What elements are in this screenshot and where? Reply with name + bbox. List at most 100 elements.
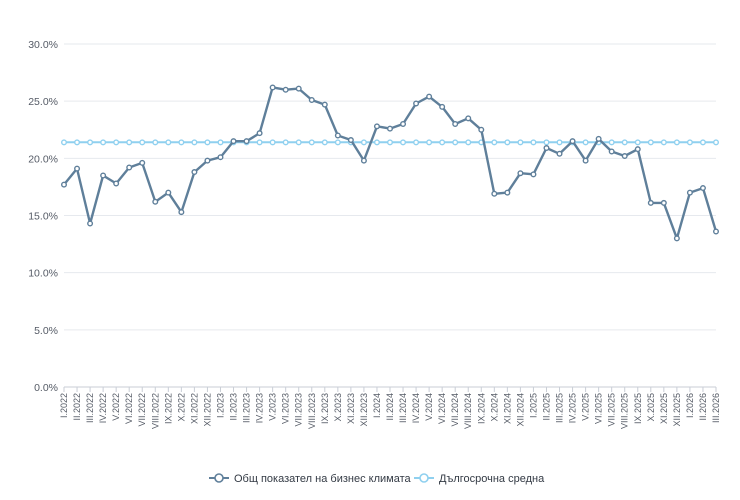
data-point-long-term-average[interactable] [660, 139, 667, 146]
data-point-business-climate[interactable] [74, 165, 81, 172]
data-point-long-term-average[interactable] [165, 139, 172, 146]
data-point-business-climate[interactable] [334, 132, 341, 139]
data-point-business-climate[interactable] [269, 84, 276, 91]
x-tick-label: VII.2024 [450, 393, 460, 427]
data-point-long-term-average[interactable] [87, 139, 94, 146]
data-point-business-climate[interactable] [204, 157, 211, 164]
data-point-business-climate[interactable] [61, 181, 68, 188]
data-point-long-term-average[interactable] [426, 139, 433, 146]
data-point-long-term-average[interactable] [713, 139, 720, 146]
data-point-long-term-average[interactable] [334, 139, 341, 146]
data-point-long-term-average[interactable] [452, 139, 459, 146]
data-point-long-term-average[interactable] [517, 139, 524, 146]
data-point-long-term-average[interactable] [465, 139, 472, 146]
data-point-business-climate[interactable] [452, 121, 459, 128]
data-point-business-climate[interactable] [582, 157, 589, 164]
data-point-long-term-average[interactable] [373, 139, 380, 146]
data-point-long-term-average[interactable] [621, 139, 628, 146]
data-point-business-climate[interactable] [178, 209, 185, 216]
data-point-business-climate[interactable] [360, 157, 367, 164]
data-point-long-term-average[interactable] [504, 139, 511, 146]
data-point-long-term-average[interactable] [113, 139, 120, 146]
data-point-business-climate[interactable] [243, 138, 250, 145]
data-point-long-term-average[interactable] [439, 139, 446, 146]
data-point-business-climate[interactable] [87, 220, 94, 227]
data-point-long-term-average[interactable] [543, 139, 550, 146]
data-point-long-term-average[interactable] [699, 139, 706, 146]
data-point-business-climate[interactable] [465, 115, 472, 122]
data-point-business-climate[interactable] [387, 125, 394, 132]
data-point-business-climate[interactable] [699, 185, 706, 192]
data-point-long-term-average[interactable] [191, 139, 198, 146]
data-point-long-term-average[interactable] [308, 139, 315, 146]
data-point-business-climate[interactable] [595, 135, 602, 142]
data-point-long-term-average[interactable] [139, 139, 146, 146]
data-point-long-term-average[interactable] [269, 139, 276, 146]
data-point-long-term-average[interactable] [634, 139, 641, 146]
data-point-long-term-average[interactable] [400, 139, 407, 146]
data-point-long-term-average[interactable] [530, 139, 537, 146]
y-tick-label: 0.0% [34, 382, 58, 394]
data-point-long-term-average[interactable] [413, 139, 420, 146]
data-point-business-climate[interactable] [126, 164, 133, 171]
data-point-long-term-average[interactable] [686, 139, 693, 146]
data-point-business-climate[interactable] [295, 85, 302, 92]
legend-item-long-term-average[interactable]: Дългосрочна средна [414, 473, 545, 485]
data-point-long-term-average[interactable] [204, 139, 211, 146]
data-point-business-climate[interactable] [530, 171, 537, 178]
data-point-long-term-average[interactable] [61, 139, 68, 146]
data-point-business-climate[interactable] [230, 138, 237, 145]
data-point-long-term-average[interactable] [360, 139, 367, 146]
data-point-business-climate[interactable] [347, 137, 354, 144]
data-point-long-term-average[interactable] [126, 139, 133, 146]
data-point-business-climate[interactable] [608, 148, 615, 155]
data-point-business-climate[interactable] [373, 123, 380, 130]
data-point-business-climate[interactable] [439, 103, 446, 110]
data-point-business-climate[interactable] [139, 159, 146, 166]
data-point-long-term-average[interactable] [387, 139, 394, 146]
data-point-long-term-average[interactable] [321, 139, 328, 146]
data-point-business-climate[interactable] [478, 126, 485, 133]
data-point-business-climate[interactable] [556, 150, 563, 157]
data-point-business-climate[interactable] [713, 228, 720, 235]
data-point-business-climate[interactable] [308, 97, 315, 104]
data-point-long-term-average[interactable] [582, 139, 589, 146]
data-point-business-climate[interactable] [504, 189, 511, 196]
data-point-long-term-average[interactable] [100, 139, 107, 146]
data-point-long-term-average[interactable] [673, 139, 680, 146]
data-point-long-term-average[interactable] [556, 139, 563, 146]
data-point-business-climate[interactable] [217, 154, 224, 161]
data-point-business-climate[interactable] [621, 153, 628, 160]
data-point-business-climate[interactable] [256, 130, 263, 137]
data-point-long-term-average[interactable] [282, 139, 289, 146]
data-point-long-term-average[interactable] [152, 139, 159, 146]
data-point-business-climate[interactable] [413, 100, 420, 107]
data-point-business-climate[interactable] [647, 199, 654, 206]
data-point-business-climate[interactable] [165, 189, 172, 196]
data-point-business-climate[interactable] [569, 138, 576, 145]
data-point-business-climate[interactable] [100, 172, 107, 179]
data-point-business-climate[interactable] [152, 198, 159, 205]
data-point-long-term-average[interactable] [491, 139, 498, 146]
data-point-business-climate[interactable] [321, 101, 328, 108]
data-point-business-climate[interactable] [543, 145, 550, 152]
data-point-business-climate[interactable] [686, 189, 693, 196]
data-point-business-climate[interactable] [400, 121, 407, 128]
data-point-long-term-average[interactable] [74, 139, 81, 146]
data-point-business-climate[interactable] [491, 190, 498, 197]
legend-item-business-climate[interactable]: Общ показател на бизнес климата [209, 473, 411, 485]
data-point-business-climate[interactable] [660, 199, 667, 206]
data-point-long-term-average[interactable] [647, 139, 654, 146]
data-point-business-climate[interactable] [673, 235, 680, 242]
data-point-long-term-average[interactable] [217, 139, 224, 146]
data-point-long-term-average[interactable] [608, 139, 615, 146]
data-point-business-climate[interactable] [517, 170, 524, 177]
data-point-business-climate[interactable] [191, 169, 198, 176]
data-point-business-climate[interactable] [113, 180, 120, 187]
data-point-long-term-average[interactable] [295, 139, 302, 146]
data-point-long-term-average[interactable] [178, 139, 185, 146]
data-point-long-term-average[interactable] [256, 139, 263, 146]
data-point-business-climate[interactable] [426, 93, 433, 100]
data-point-business-climate[interactable] [282, 86, 289, 93]
data-point-business-climate[interactable] [634, 146, 641, 153]
